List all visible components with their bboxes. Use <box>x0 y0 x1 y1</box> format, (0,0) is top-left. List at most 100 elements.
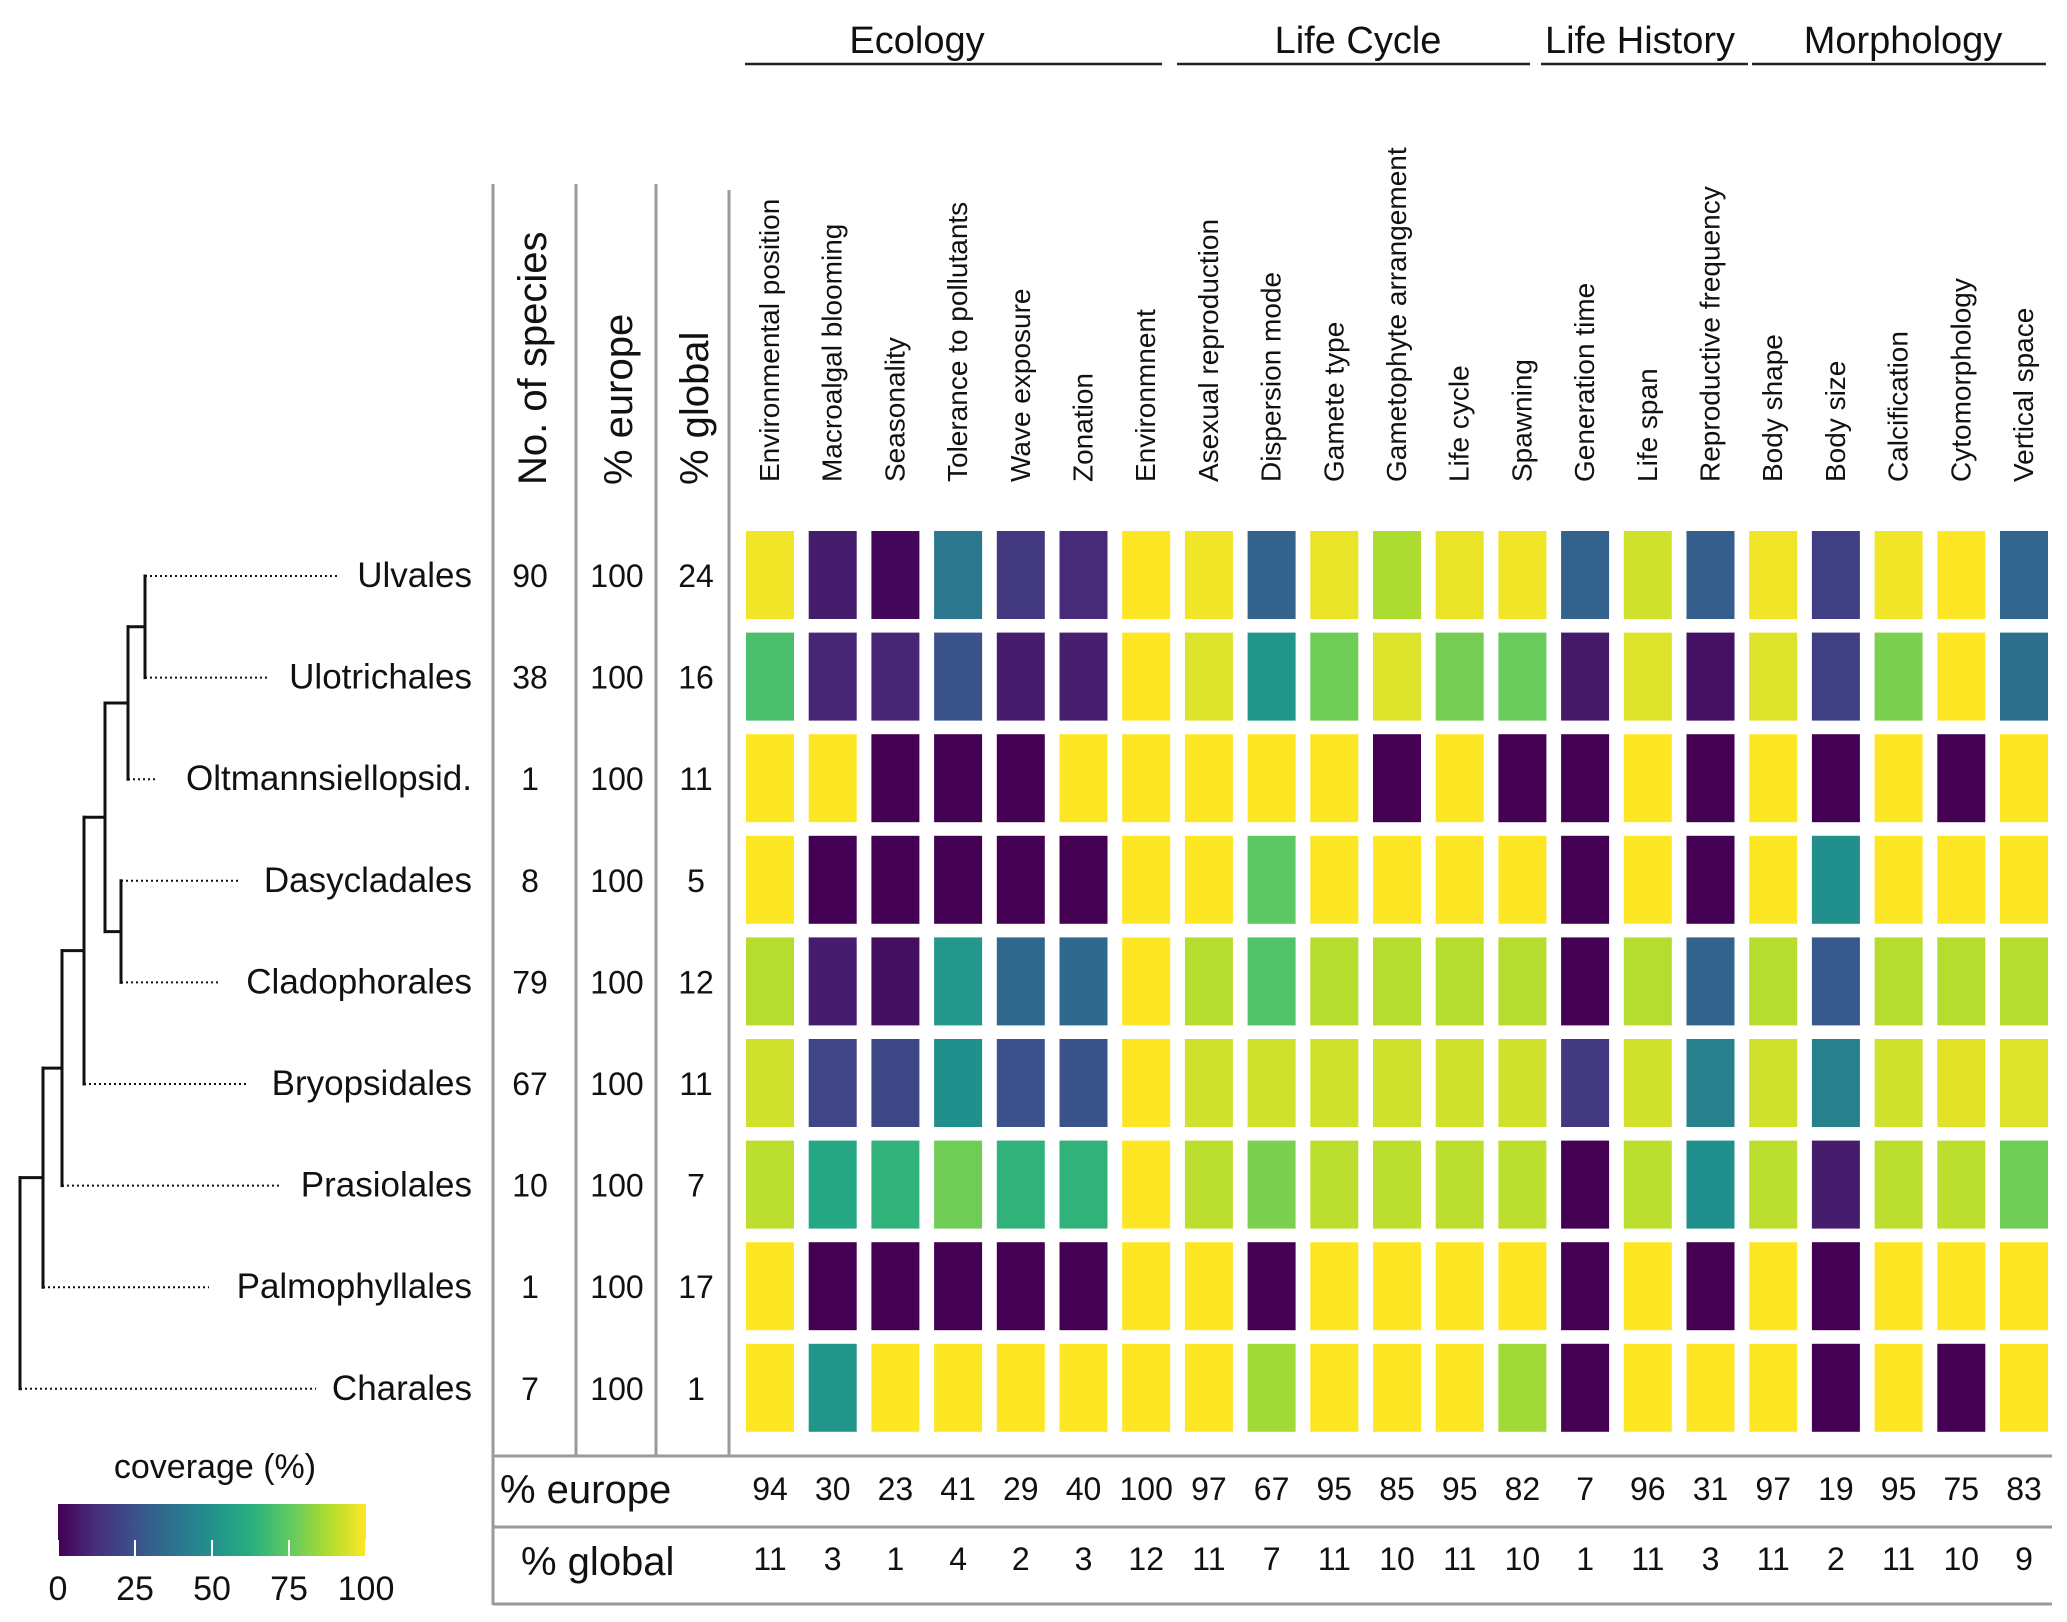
heatmap-cell <box>871 1343 920 1432</box>
heatmap-cell <box>1749 734 1798 823</box>
heatmap-cell <box>1184 937 1233 1026</box>
trait-header: Dispersion mode <box>1256 272 1287 482</box>
heatmap-cell <box>1373 632 1421 721</box>
order-label: Prasiolales <box>301 1166 472 1205</box>
summary-global-value: 2 <box>1012 1541 1030 1577</box>
heatmap-cell <box>1435 1039 1484 1127</box>
global-coverage: 11 <box>679 761 712 797</box>
heatmap-cell <box>2000 531 2048 619</box>
trait-header: Environmental position <box>754 199 785 482</box>
heatmap-cell <box>1874 632 1923 721</box>
heatmap-cell <box>1874 1242 1923 1331</box>
trait-group-label: Morphology <box>1804 20 2003 62</box>
heatmap-cell <box>1561 1039 1610 1127</box>
trait-header: Gametophyte arrangement <box>1381 147 1412 482</box>
heatmap-cell <box>808 632 857 721</box>
heatmap-cell <box>1686 1343 1735 1432</box>
heatmap-cell <box>1184 1039 1233 1127</box>
legend-ticks: 0 25 50 75 100 <box>49 1540 394 1608</box>
global-coverage: 1 <box>687 1371 705 1407</box>
heatmap-cell <box>1561 835 1610 924</box>
summary-europe-value: 95 <box>1442 1471 1478 1507</box>
order-label: Ulotrichales <box>289 658 472 697</box>
heatmap-cell <box>1373 1343 1421 1432</box>
heatmap-cell <box>1435 1140 1484 1229</box>
heatmap-cell <box>1310 1343 1359 1432</box>
summary-europe-value: 30 <box>815 1471 851 1507</box>
heatmap-cell <box>996 734 1045 823</box>
heatmap-cell <box>1059 632 1108 721</box>
trait-header: Calcification <box>1883 331 1914 482</box>
heatmap-cell <box>2000 1039 2048 1127</box>
heatmap-cell <box>1811 1039 1860 1127</box>
summary-europe-value: 75 <box>1944 1471 1980 1507</box>
heatmap-cell <box>1811 1242 1860 1331</box>
heatmap-cell <box>1749 632 1798 721</box>
europe-coverage: 100 <box>590 1066 643 1102</box>
heatmap-cell <box>1122 1140 1171 1229</box>
trait-header: Cytomorphology <box>1945 278 1976 482</box>
heatmap-cell <box>1373 1039 1421 1127</box>
heatmap-cell <box>934 1242 983 1331</box>
heatmap-cell <box>1247 734 1296 823</box>
heatmap-cell <box>1811 1343 1860 1432</box>
heatmap-cell <box>1749 1140 1798 1229</box>
heatmap-cell <box>1623 734 1672 823</box>
heatmap-cell <box>1059 835 1108 924</box>
heatmap-cell <box>871 1242 920 1331</box>
summary-europe-value: 95 <box>1881 1471 1917 1507</box>
legend-tick-label: 75 <box>270 1570 308 1608</box>
global-coverage: 12 <box>678 964 714 1000</box>
heatmap-cell <box>1686 632 1735 721</box>
trait-header: Vertical space <box>2008 308 2039 482</box>
heatmap-cell <box>1749 937 1798 1026</box>
summary-europe-value: 100 <box>1120 1471 1173 1507</box>
heatmap-cell <box>1184 1242 1233 1331</box>
heatmap-cell <box>2000 1140 2048 1229</box>
phylogenetic-tree <box>18 574 338 1391</box>
heatmap-cell <box>1937 937 1986 1026</box>
summary-global-value: 11 <box>1318 1541 1351 1577</box>
summary-label-global: % global <box>521 1540 674 1584</box>
order-label: Dasycladales <box>264 861 472 900</box>
summary-europe-value: 7 <box>1576 1471 1594 1507</box>
heatmap-cell <box>746 1242 794 1331</box>
heatmap-cell <box>1310 632 1359 721</box>
heatmap-cell <box>1874 734 1923 823</box>
legend-tick-label: 0 <box>49 1570 68 1608</box>
trait-group-headers: Ecology Life Cycle Life History Morphology <box>745 20 2046 66</box>
heatmap-cell <box>996 1140 1045 1229</box>
europe-coverage: 100 <box>590 1269 643 1305</box>
heatmap-cell <box>1561 531 1610 619</box>
trait-header: Body size <box>1820 361 1851 482</box>
heatmap-cell <box>808 937 857 1026</box>
heatmap-cell <box>1561 1140 1610 1229</box>
heatmap-cell <box>808 531 857 619</box>
heatmap-cell <box>808 835 857 924</box>
heatmap-cell <box>746 1039 794 1127</box>
heatmap-cell <box>996 632 1045 721</box>
heatmap-cell <box>1623 1039 1672 1127</box>
heatmap-cell <box>871 734 920 823</box>
heatmap-cell <box>996 835 1045 924</box>
heatmap-cell <box>808 734 857 823</box>
heatmap-cell <box>1122 835 1171 924</box>
summary-global-value: 4 <box>949 1541 967 1577</box>
global-coverage: 16 <box>678 660 714 696</box>
heatmap-cell <box>1749 531 1798 619</box>
trait-header: Tolerance to pollutants <box>942 202 973 482</box>
heatmap-cell <box>996 1242 1045 1331</box>
heatmap-cell <box>1686 734 1735 823</box>
europe-coverage: 100 <box>590 863 643 899</box>
heatmap-cell <box>996 1039 1045 1127</box>
heatmap-cell <box>1623 1140 1672 1229</box>
summary-europe-value: 94 <box>752 1471 788 1507</box>
global-coverage: 7 <box>687 1168 705 1204</box>
heatmap-cell <box>1435 734 1484 823</box>
heatmap-cell <box>996 937 1045 1026</box>
europe-coverage: 100 <box>590 558 643 594</box>
heatmap-cell <box>1749 1242 1798 1331</box>
heatmap-cell <box>1749 1343 1798 1432</box>
heatmap-cell <box>1874 835 1923 924</box>
